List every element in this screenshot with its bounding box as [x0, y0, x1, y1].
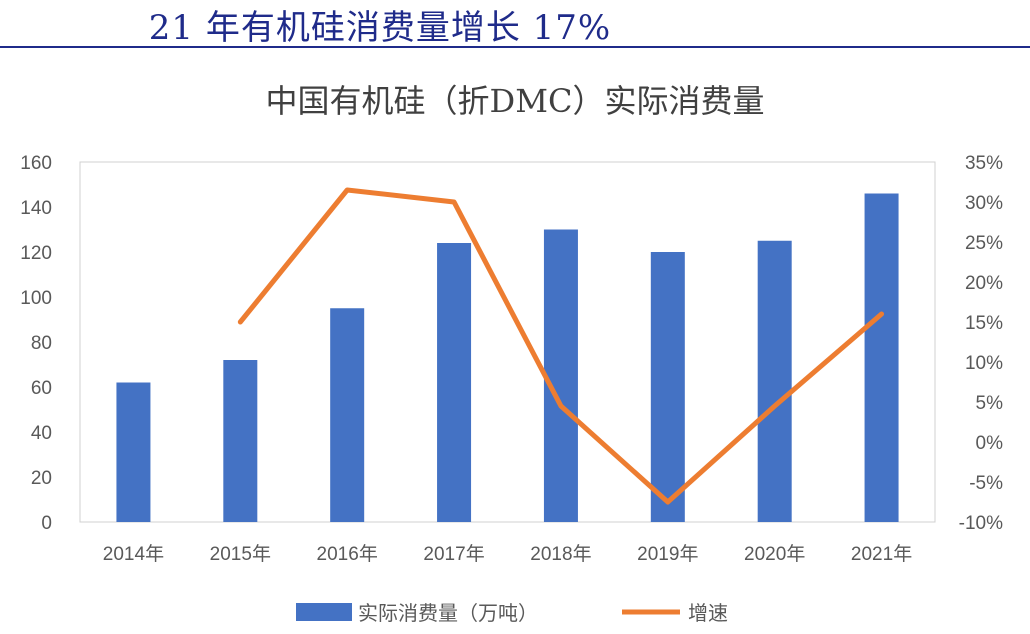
- x-tick-label: 2020年: [744, 543, 805, 565]
- legend-bar-label: 实际消费量（万吨）: [358, 601, 538, 625]
- y-right-tick-label: 10%: [965, 353, 1003, 374]
- y-left-tick-label: 40: [31, 423, 52, 444]
- x-tick-label: 2019年: [637, 543, 698, 565]
- y-right-tick-label: -5%: [969, 473, 1003, 494]
- y-left-tick-label: 20: [31, 468, 52, 489]
- x-tick-label: 2017年: [423, 543, 484, 565]
- legend-bar-swatch: [296, 603, 352, 621]
- bar-2018年: [543, 229, 578, 522]
- y-right-tick-label: 15%: [965, 313, 1003, 334]
- bar-2019年: [650, 252, 685, 522]
- y-left-tick-label: 60: [31, 378, 52, 399]
- growth-rate-line: [237, 187, 885, 505]
- y-left-tick-label: 80: [31, 333, 52, 354]
- y-right-tick-label: 30%: [965, 193, 1003, 214]
- slide-title: 21 年有机硅消费量增长 17%: [148, 7, 612, 48]
- y-left-tick-label: 160: [20, 153, 52, 174]
- y-right-tick-label: -10%: [959, 513, 1003, 534]
- y-left-tick-label: 120: [20, 243, 52, 264]
- x-tick-label: 2021年: [851, 543, 912, 565]
- x-tick-label: 2015年: [210, 543, 271, 565]
- y-left-tick-label: 100: [20, 288, 52, 309]
- y-right-tick-label: 5%: [976, 393, 1004, 414]
- y-right-tick-label: 35%: [965, 153, 1003, 174]
- bar-2015年: [223, 360, 258, 522]
- bar-2017年: [437, 243, 472, 522]
- bar-2014年: [116, 382, 151, 522]
- legend-line-label: 增速: [688, 601, 728, 625]
- bar-2016年: [330, 308, 365, 522]
- y-right-tick-label: 25%: [965, 233, 1003, 254]
- y-left-tick-label: 140: [20, 198, 52, 219]
- bar-2021年: [864, 193, 899, 522]
- x-tick-label: 2016年: [317, 543, 378, 565]
- plot-area: [79, 161, 936, 523]
- y-right-tick-label: 20%: [965, 273, 1003, 294]
- title-divider: [0, 46, 1030, 48]
- bar-2020年: [757, 240, 792, 522]
- x-tick-label: 2018年: [530, 543, 591, 565]
- chart-title: 中国有机硅（折DMC）实际消费量: [266, 82, 765, 120]
- y-right-tick-label: 0%: [976, 433, 1004, 454]
- y-left-tick-label: 0: [41, 513, 52, 534]
- consumption-chart: 中国有机硅（折DMC）实际消费量 0 20 40 60 80 100 120 140 160 -10…: [20, 82, 1004, 625]
- x-tick-label: 2014年: [103, 543, 164, 565]
